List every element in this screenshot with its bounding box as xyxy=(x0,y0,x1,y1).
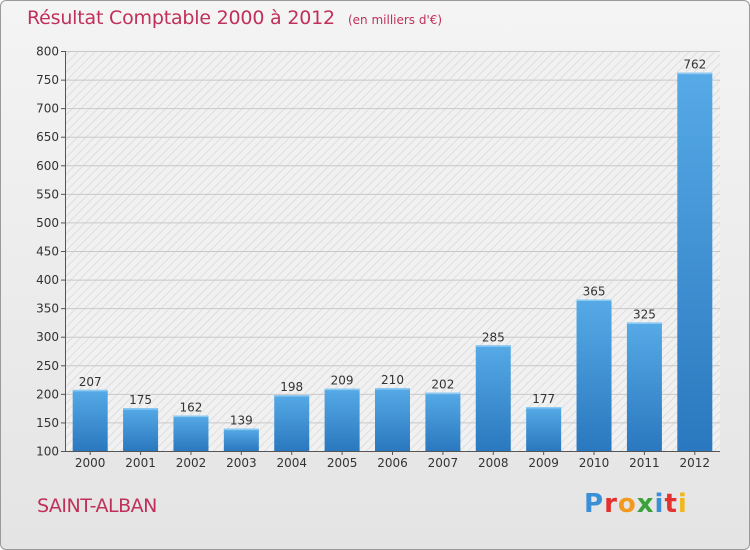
y-tick-label: 450 xyxy=(36,245,59,259)
bar-2000 xyxy=(72,389,108,451)
x-tick-label: 2009 xyxy=(528,456,559,470)
y-tick-label: 100 xyxy=(36,445,59,459)
logo-letter: x xyxy=(636,489,655,519)
y-tick-label: 500 xyxy=(36,216,59,230)
x-tick-label: 2003 xyxy=(226,456,257,470)
y-tick-label: 400 xyxy=(36,273,59,287)
bar-2006 xyxy=(375,388,410,451)
data-label: 762 xyxy=(683,58,706,72)
data-label: 325 xyxy=(633,307,656,321)
bar-2004 xyxy=(274,395,310,451)
data-label: 177 xyxy=(532,392,555,406)
chart-title-block: Résultat Comptable 2000 à 2012 (en milli… xyxy=(27,7,442,29)
x-tick-label: 2007 xyxy=(428,456,459,470)
y-tick-label: 600 xyxy=(36,159,59,173)
bar-highlight xyxy=(425,392,461,395)
bar-highlight xyxy=(576,299,612,302)
bar-highlight xyxy=(173,415,209,418)
bar-2011 xyxy=(626,322,662,451)
bar-2001 xyxy=(123,408,159,451)
x-tick-label: 2001 xyxy=(125,456,156,470)
place-name: SAINT-ALBAN xyxy=(37,495,157,517)
logo-letter: P xyxy=(584,489,605,519)
logo-letter: o xyxy=(617,489,637,519)
data-label: 198 xyxy=(280,380,303,394)
x-tick-label: 2011 xyxy=(629,456,660,470)
bar-2003 xyxy=(223,428,259,451)
bar-highlight xyxy=(626,322,662,324)
x-tick-label: 2006 xyxy=(377,456,408,470)
y-tick-label: 300 xyxy=(36,330,59,344)
x-tick-label: 2005 xyxy=(327,456,358,470)
bar-highlight xyxy=(526,407,562,409)
data-label: 210 xyxy=(381,373,404,387)
bar-2009 xyxy=(526,407,562,451)
y-tick-label: 800 xyxy=(36,45,59,59)
data-label: 175 xyxy=(129,393,152,407)
y-tick-label: 550 xyxy=(36,187,59,201)
x-tick-label: 2000 xyxy=(75,456,106,470)
y-tick-label: 700 xyxy=(36,102,59,116)
y-tick-label: 200 xyxy=(36,387,59,401)
logo-letter: i xyxy=(677,489,688,519)
bar-highlight xyxy=(475,345,511,347)
bar-highlight xyxy=(324,388,360,391)
bar-2002 xyxy=(173,415,209,451)
data-label: 209 xyxy=(331,374,354,388)
bar-2007 xyxy=(425,392,461,451)
bar-highlight xyxy=(123,408,159,410)
data-label: 162 xyxy=(180,401,203,415)
data-label: 285 xyxy=(482,330,505,344)
bar-highlight xyxy=(274,395,310,397)
y-tick-label: 350 xyxy=(36,302,59,316)
bar-2010 xyxy=(576,299,612,451)
bar-2005 xyxy=(324,388,360,451)
logo-letter: r xyxy=(604,489,618,519)
x-tick-label: 2004 xyxy=(276,456,307,470)
logo-letter: t xyxy=(664,489,678,519)
logo-letter: i xyxy=(654,489,665,519)
proxiti-logo: Proxiti xyxy=(584,489,688,519)
x-tick-label: 2012 xyxy=(680,456,711,470)
data-label: 139 xyxy=(230,414,253,428)
y-tick-label: 750 xyxy=(36,73,59,87)
y-tick-label: 650 xyxy=(36,130,59,144)
bar-highlight xyxy=(677,72,713,75)
chart-title: Résultat Comptable 2000 à 2012 xyxy=(27,7,335,29)
y-tick-label: 150 xyxy=(36,416,59,430)
x-tick-label: 2010 xyxy=(579,456,610,470)
bar-highlight xyxy=(72,389,108,392)
bar-highlight xyxy=(375,388,410,390)
data-label: 202 xyxy=(431,378,454,392)
x-tick-label: 2002 xyxy=(176,456,207,470)
data-label: 207 xyxy=(79,375,102,389)
bar-2012 xyxy=(677,72,713,451)
x-tick-label: 2008 xyxy=(478,456,509,470)
unit-note: (en milliers d'€) xyxy=(347,13,443,27)
data-label: 365 xyxy=(583,285,606,299)
bar-highlight xyxy=(223,428,259,431)
bar-2008 xyxy=(475,345,511,451)
y-tick-label: 250 xyxy=(36,359,59,373)
